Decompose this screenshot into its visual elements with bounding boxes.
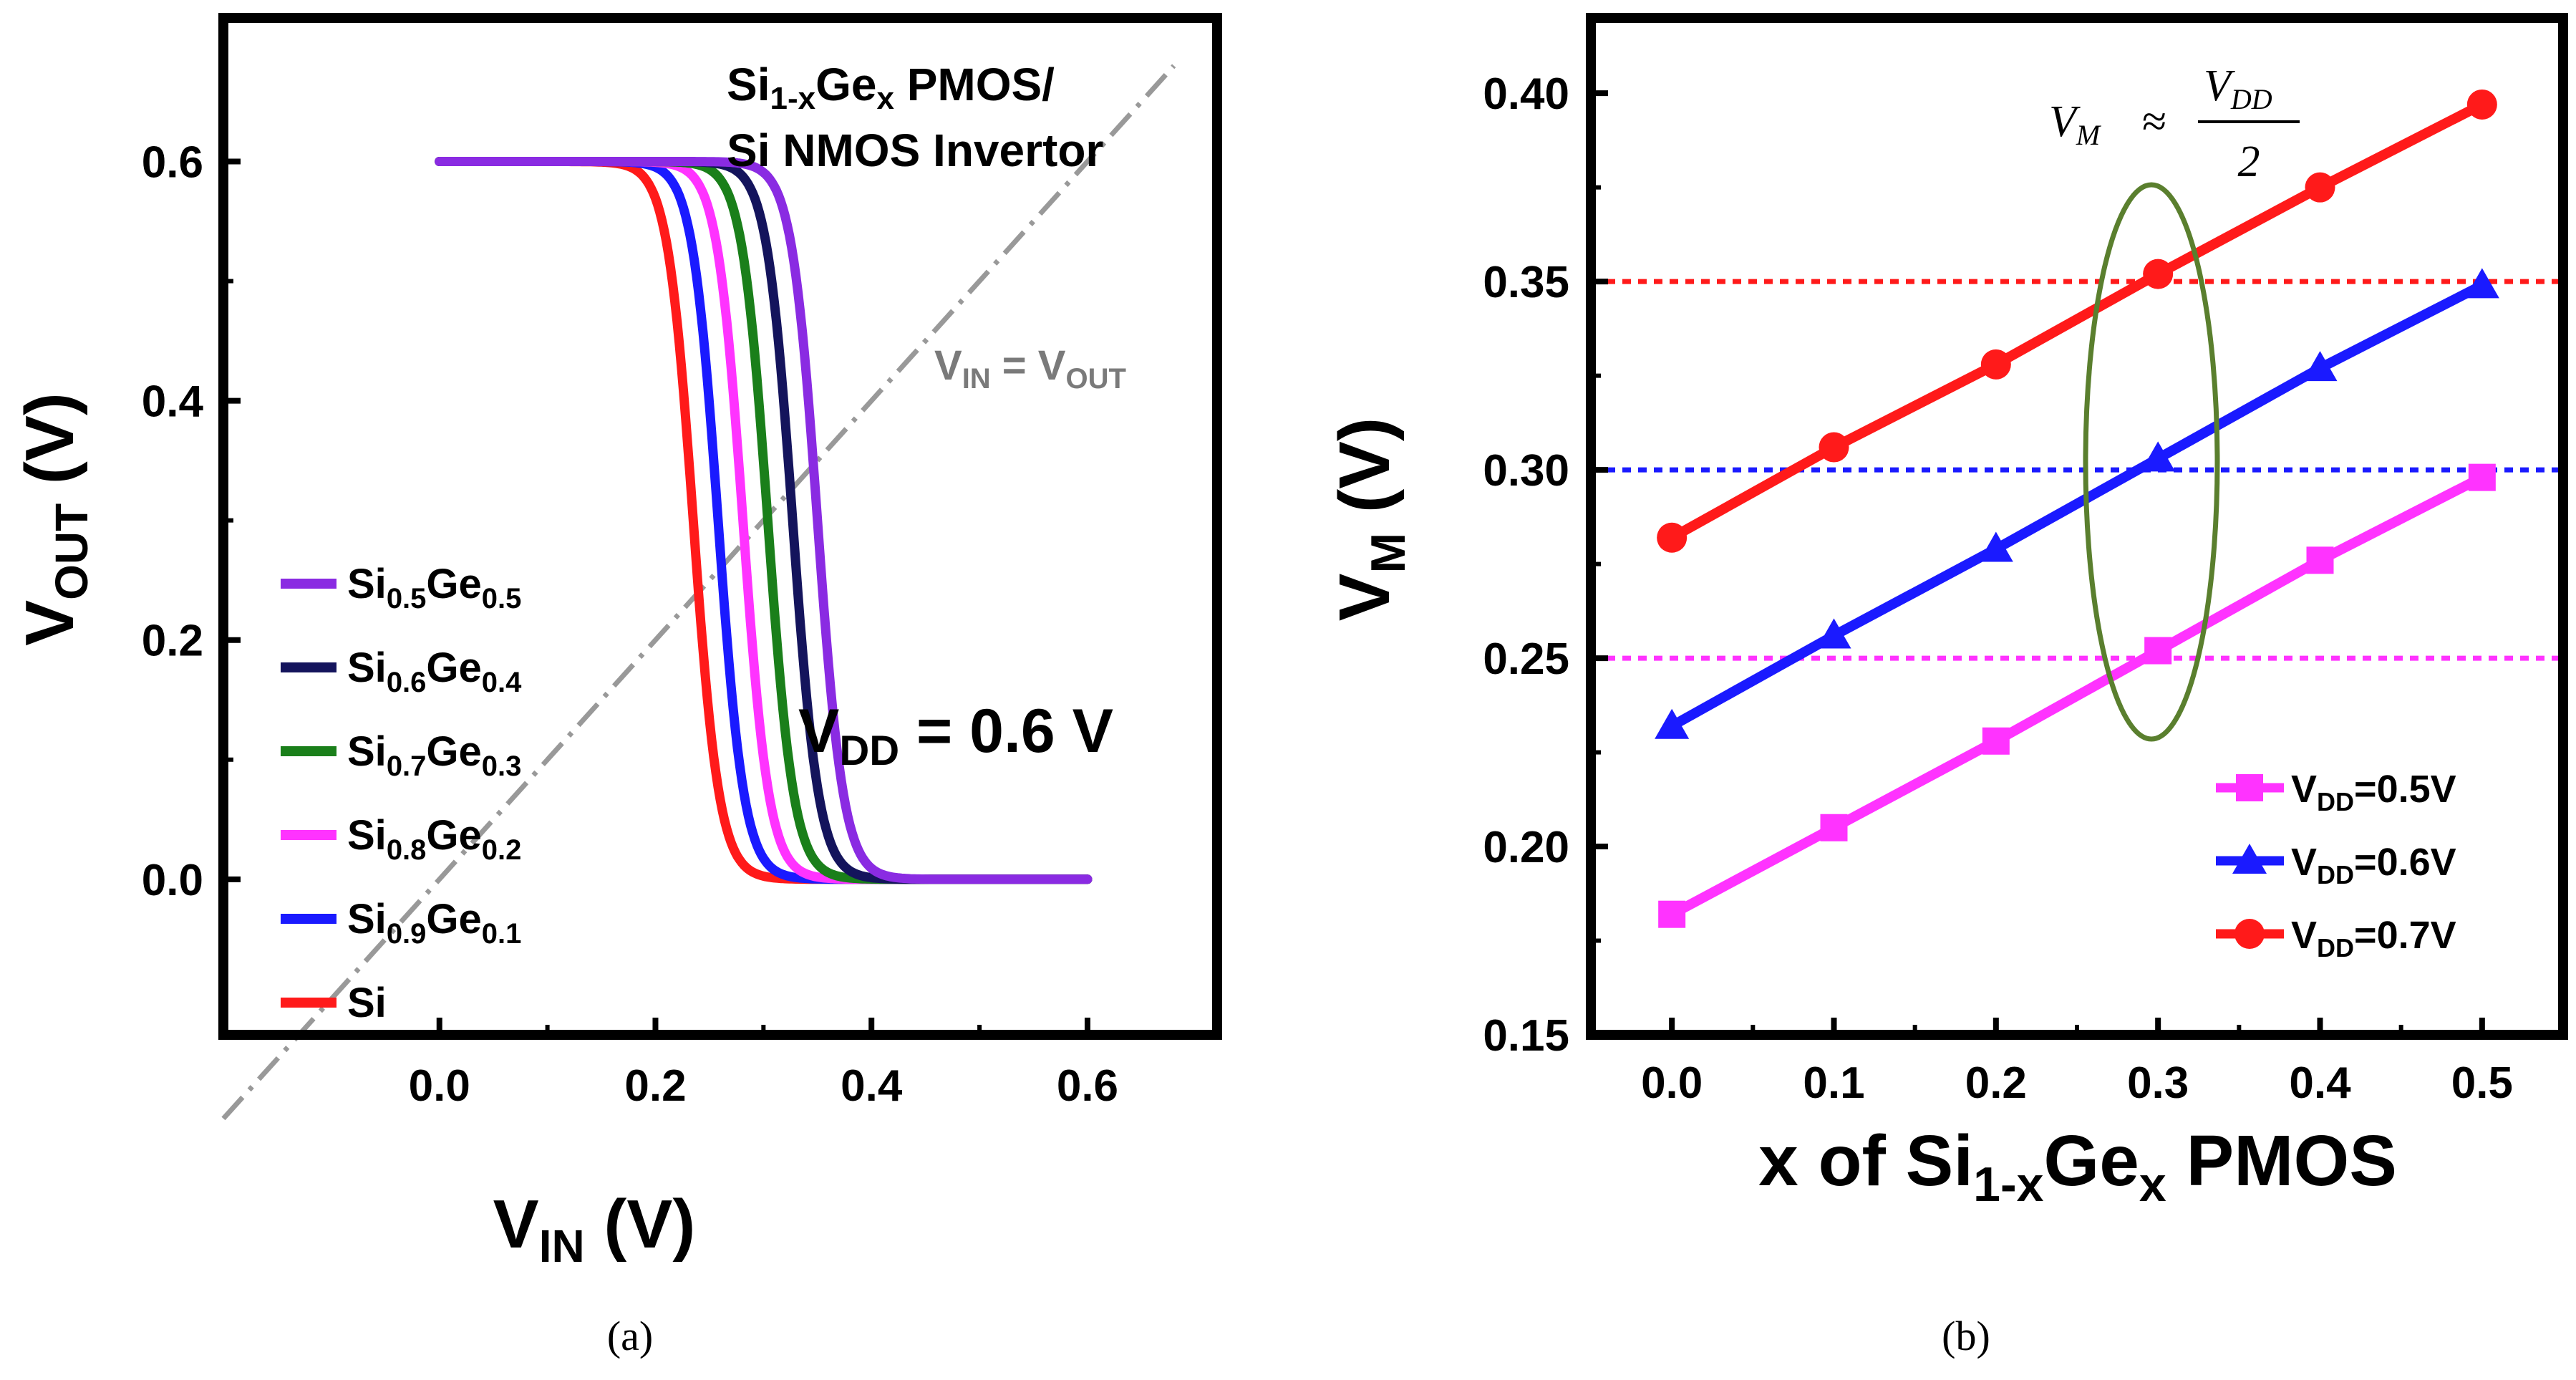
data-point-VDD=0.6V (2303, 351, 2338, 382)
data-point-VDD=0.5V (1658, 900, 1686, 928)
x-tick-label: 0.3 (2127, 1058, 2189, 1108)
data-point-VDD=0.7V (1819, 432, 1849, 463)
x-tick-label: 0.2 (1965, 1058, 2027, 1108)
vtc-curve-Si0.5Ge0.5 (435, 157, 1093, 884)
panel-a-caption: (a) (607, 1313, 653, 1359)
legend-label-VDD=0.6V: VDD=0.6V (2291, 841, 2456, 889)
panel-b-caption: (b) (1942, 1313, 1990, 1359)
highlight-ellipse (2083, 182, 2220, 742)
data-point-VDD=0.5V (2144, 637, 2172, 665)
x-tick-label: 0.0 (1641, 1058, 1703, 1108)
panel-b-x-axis-label: x of Si1-xGex PMOS (1758, 1121, 2397, 1212)
data-point-VDD=0.5V (2306, 546, 2334, 574)
y-tick-label: 0.35 (1483, 258, 1569, 307)
panel-b: 0.0 0.1 0.2 0.3 0.4 0.5 0.15 0.20 0.25 0.30 0.35 0.… (1325, 13, 2568, 1359)
panel-a-y-axis-label: VOUT (V) (11, 392, 97, 646)
data-point-VDD=0.7V (2143, 259, 2174, 289)
vm-approx-numerator: VDD (2204, 62, 2272, 115)
x-tick-label: 0.6 (1057, 1061, 1118, 1111)
data-point-VDD=0.6V (1655, 708, 1690, 739)
x-tick-label: 0.0 (409, 1061, 470, 1111)
panel-b-y-axis-label: VM (V) (1325, 418, 1415, 621)
panel-a-title-line2: Si NMOS Invertor (727, 125, 1103, 176)
y-tick-label: 0.40 (1483, 69, 1569, 119)
legend-marker-VDD=0.5V (2236, 774, 2263, 801)
panel-b-series (1591, 89, 2563, 928)
legend-label-Si0.8Ge0.2: Si0.8Ge0.2 (347, 812, 521, 866)
data-point-VDD=0.6V (2464, 268, 2499, 299)
x-tick-label: 0.2 (624, 1061, 686, 1111)
panel-a-ticks: 0.0 0.2 0.4 0.6 0.0 0.2 0.4 0.6 (142, 137, 1118, 1111)
vm-approx-denominator: 2 (2238, 137, 2260, 186)
x-tick-label: 0.5 (2451, 1058, 2513, 1108)
legend-marker-VDD=0.6V (2232, 844, 2267, 874)
x-tick-label: 0.4 (2289, 1058, 2351, 1108)
vm-approx-lhs: VM (2049, 97, 2102, 151)
legend-label-Si0.7Ge0.3: Si0.7Ge0.3 (347, 728, 521, 782)
vm-approx-symbol: ≈ (2142, 97, 2166, 146)
data-point-VDD=0.7V (1980, 349, 2011, 380)
panel-a-title-line1: Si1-xGex PMOS/ (727, 59, 1055, 116)
y-tick-label: 0.6 (142, 137, 203, 187)
legend-label-Si0.5Ge0.5: Si0.5Ge0.5 (347, 561, 521, 614)
series-line-VDD=0.6V (1669, 281, 2484, 730)
panel-a-frame (218, 13, 1222, 1040)
data-point-VDD=0.7V (2305, 172, 2335, 203)
y-tick-label: 0.2 (142, 617, 203, 666)
y-tick-label: 0.25 (1483, 634, 1569, 684)
vm-approx-annotation: VM ≈ VDD 2 (2049, 62, 2300, 186)
legend-label-VDD=0.5V: VDD=0.5V (2291, 768, 2456, 816)
legend-marker-VDD=0.7V (2234, 919, 2265, 949)
panel-b-legend: VDD=0.5V VDD=0.6V VDD=0.7V (2216, 768, 2456, 962)
legend-label-Si0.9Ge0.1: Si0.9Ge0.1 (347, 896, 521, 950)
data-point-VDD=0.7V (1657, 522, 1688, 553)
data-point-VDD=0.5V (1820, 814, 1848, 841)
panel-b-ticks: 0.0 0.1 0.2 0.3 0.4 0.5 0.15 0.20 0.25 0.30 0.35 0.… (1483, 69, 2513, 1108)
data-point-VDD=0.6V (2141, 441, 2176, 472)
data-point-VDD=0.7V (2466, 89, 2497, 120)
x-tick-label: 0.4 (841, 1061, 903, 1111)
x-tick-label: 0.1 (1803, 1058, 1864, 1108)
panel-a-vdd-label: VDD = 0.6 V (798, 697, 1113, 774)
y-tick-label: 0.15 (1483, 1011, 1569, 1061)
y-tick-label: 0.0 (142, 856, 203, 905)
panel-a-curves (221, 64, 1176, 1121)
legend-label-Si: Si (347, 980, 387, 1026)
y-tick-label: 0.30 (1483, 446, 1569, 496)
vin-equals-vout-label: VIN = VOUT (934, 342, 1126, 395)
data-point-VDD=0.5V (1982, 727, 2010, 755)
y-tick-label: 0.20 (1483, 823, 1569, 872)
data-point-VDD=0.5V (2468, 463, 2496, 491)
legend-label-VDD=0.7V: VDD=0.7V (2291, 914, 2456, 962)
panel-a: 0.0 0.2 0.4 0.60.00.20.40.6 Si1-xGex PMOS/ … (11, 13, 1222, 1359)
panel-a-x-axis-label: VIN (V) (493, 1186, 696, 1272)
y-tick-label: 0.4 (142, 377, 204, 427)
data-point-VDD=0.6V (1978, 531, 2013, 562)
series-line-VDD=0.5V (1669, 473, 2484, 919)
legend-label-Si0.6Ge0.4: Si0.6Ge0.4 (347, 645, 522, 698)
panel-a-legend: Si0.5Ge0.5 Si0.6Ge0.4 Si0.7Ge0.3 Si0.8Ge0.2… (281, 561, 522, 1026)
series-line-VDD=0.7V (1669, 100, 2484, 542)
data-point-VDD=0.6V (1816, 618, 1851, 649)
